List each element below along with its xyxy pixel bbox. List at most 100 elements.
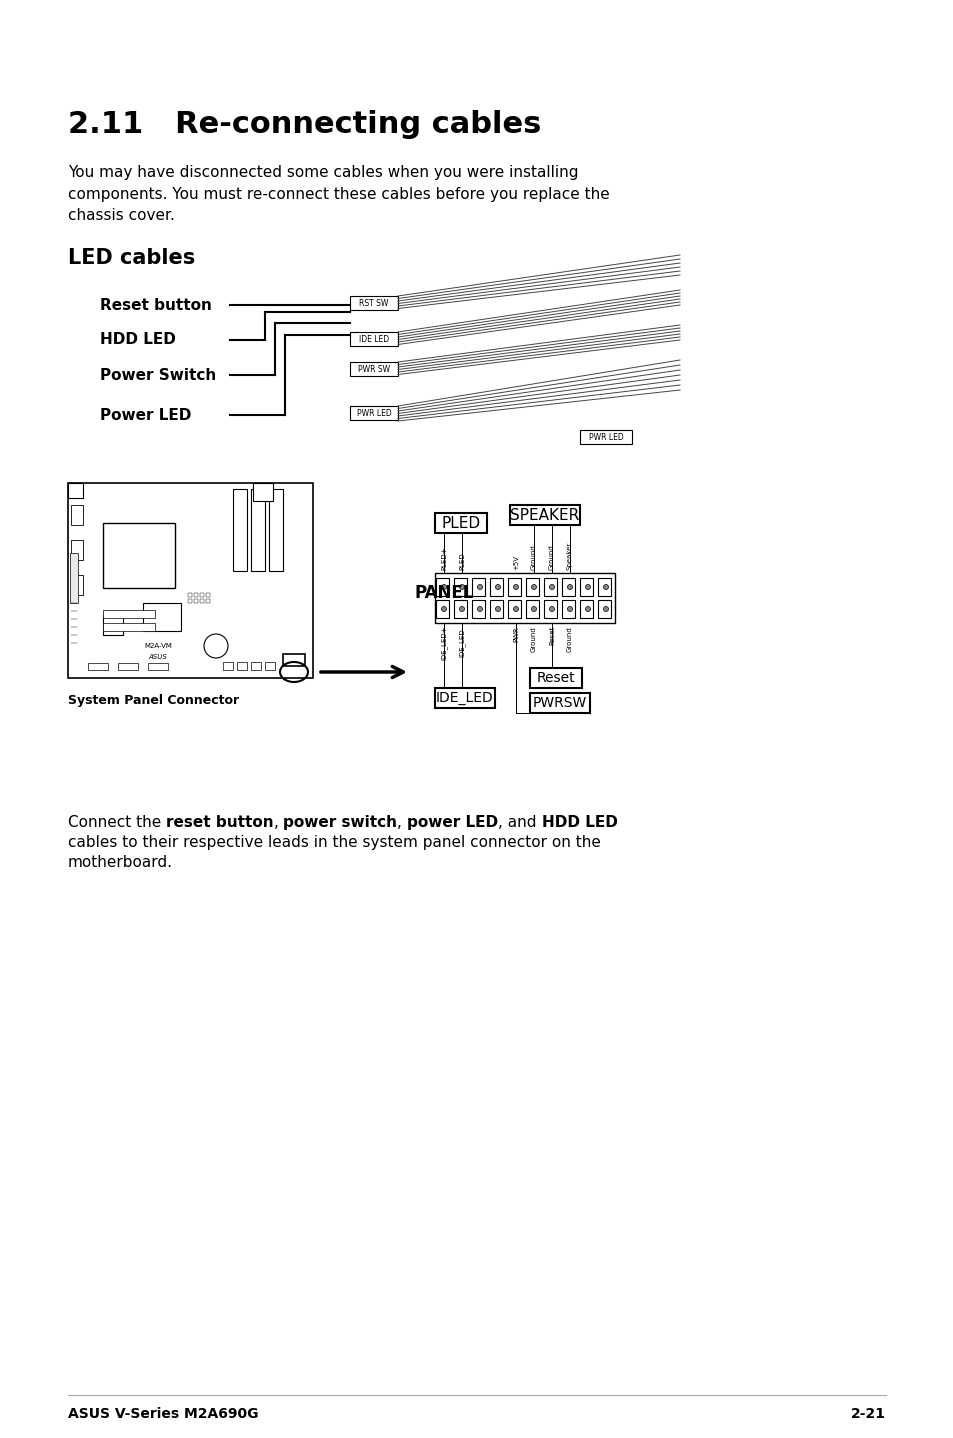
Text: PWR LED: PWR LED — [588, 433, 622, 441]
FancyBboxPatch shape — [598, 578, 610, 595]
Circle shape — [567, 584, 572, 590]
Text: PLED: PLED — [441, 515, 480, 531]
Text: ,: , — [397, 815, 407, 830]
FancyBboxPatch shape — [598, 600, 610, 618]
Text: cables to their respective leads in the system panel connector on the: cables to their respective leads in the … — [68, 835, 600, 850]
Text: Ground: Ground — [548, 544, 555, 569]
FancyBboxPatch shape — [525, 600, 538, 618]
Text: ASUS V-Series M2A690G: ASUS V-Series M2A690G — [68, 1406, 258, 1421]
FancyBboxPatch shape — [472, 600, 484, 618]
FancyBboxPatch shape — [543, 600, 557, 618]
FancyBboxPatch shape — [68, 483, 313, 677]
FancyBboxPatch shape — [579, 578, 593, 595]
Circle shape — [531, 584, 536, 590]
FancyBboxPatch shape — [233, 489, 247, 571]
FancyBboxPatch shape — [200, 592, 204, 597]
Text: PWR LED: PWR LED — [356, 408, 391, 417]
FancyBboxPatch shape — [206, 600, 210, 603]
Text: ,: , — [274, 815, 283, 830]
FancyBboxPatch shape — [103, 523, 174, 588]
Text: Ground: Ground — [531, 544, 537, 569]
FancyBboxPatch shape — [103, 615, 123, 636]
FancyBboxPatch shape — [543, 578, 557, 595]
Text: HDD LED: HDD LED — [100, 332, 175, 348]
FancyBboxPatch shape — [350, 362, 397, 375]
FancyBboxPatch shape — [507, 578, 520, 595]
Circle shape — [441, 584, 446, 590]
Text: SPEAKER: SPEAKER — [510, 508, 579, 522]
Text: Connect the: Connect the — [68, 815, 166, 830]
Text: IDE_LED-: IDE_LED- — [458, 626, 465, 657]
Text: Reset: Reset — [537, 672, 575, 684]
Circle shape — [204, 634, 228, 659]
Text: 2.11   Re-connecting cables: 2.11 Re-connecting cables — [68, 109, 540, 139]
Text: Reset button: Reset button — [100, 298, 212, 312]
FancyBboxPatch shape — [253, 483, 273, 500]
FancyBboxPatch shape — [88, 663, 108, 670]
Text: HDD LED: HDD LED — [541, 815, 617, 830]
Text: PLED+: PLED+ — [440, 546, 447, 569]
FancyBboxPatch shape — [283, 654, 305, 666]
Text: Power LED: Power LED — [100, 407, 192, 423]
FancyBboxPatch shape — [265, 661, 274, 670]
Text: Speaker: Speaker — [566, 542, 573, 569]
Text: You may have disconnected some cables when you were installing
components. You m: You may have disconnected some cables wh… — [68, 165, 609, 223]
Circle shape — [477, 607, 482, 611]
FancyBboxPatch shape — [350, 332, 397, 347]
Text: PLED-: PLED- — [458, 549, 464, 569]
FancyBboxPatch shape — [435, 513, 486, 533]
Circle shape — [585, 584, 590, 590]
FancyBboxPatch shape — [579, 600, 593, 618]
Text: PWR SW: PWR SW — [357, 364, 390, 374]
Circle shape — [549, 607, 554, 611]
Circle shape — [567, 607, 572, 611]
FancyBboxPatch shape — [436, 600, 449, 618]
FancyBboxPatch shape — [251, 489, 265, 571]
Text: IDE LED: IDE LED — [358, 335, 389, 344]
Text: Ground: Ground — [566, 626, 573, 651]
Circle shape — [513, 584, 518, 590]
Circle shape — [585, 607, 590, 611]
FancyBboxPatch shape — [510, 505, 579, 525]
FancyBboxPatch shape — [236, 661, 247, 670]
Text: PWR: PWR — [513, 626, 518, 641]
Text: M2A-VM: M2A-VM — [144, 643, 172, 649]
FancyBboxPatch shape — [70, 554, 78, 603]
Circle shape — [603, 584, 608, 590]
FancyBboxPatch shape — [530, 693, 589, 713]
FancyBboxPatch shape — [490, 578, 502, 595]
FancyBboxPatch shape — [223, 661, 233, 670]
Text: motherboard.: motherboard. — [68, 856, 172, 870]
Circle shape — [477, 584, 482, 590]
Text: power switch: power switch — [283, 815, 397, 830]
Text: reset button: reset button — [166, 815, 274, 830]
FancyBboxPatch shape — [454, 600, 467, 618]
FancyBboxPatch shape — [71, 541, 83, 559]
FancyBboxPatch shape — [435, 687, 495, 707]
FancyBboxPatch shape — [200, 600, 204, 603]
FancyBboxPatch shape — [103, 623, 154, 631]
Circle shape — [495, 584, 500, 590]
FancyBboxPatch shape — [472, 578, 484, 595]
FancyBboxPatch shape — [68, 483, 83, 498]
Circle shape — [513, 607, 518, 611]
Circle shape — [459, 607, 464, 611]
FancyBboxPatch shape — [188, 600, 192, 603]
FancyBboxPatch shape — [193, 592, 198, 597]
FancyBboxPatch shape — [148, 663, 168, 670]
Text: PWRSW: PWRSW — [533, 696, 586, 710]
FancyBboxPatch shape — [206, 592, 210, 597]
FancyBboxPatch shape — [269, 489, 283, 571]
Circle shape — [549, 584, 554, 590]
Circle shape — [603, 607, 608, 611]
FancyBboxPatch shape — [454, 578, 467, 595]
FancyBboxPatch shape — [507, 600, 520, 618]
FancyBboxPatch shape — [350, 296, 397, 311]
FancyBboxPatch shape — [490, 600, 502, 618]
FancyBboxPatch shape — [118, 663, 138, 670]
Text: ASUS: ASUS — [149, 654, 168, 660]
Circle shape — [459, 584, 464, 590]
Text: power LED: power LED — [407, 815, 497, 830]
Text: , and: , and — [497, 815, 541, 830]
FancyBboxPatch shape — [561, 600, 575, 618]
